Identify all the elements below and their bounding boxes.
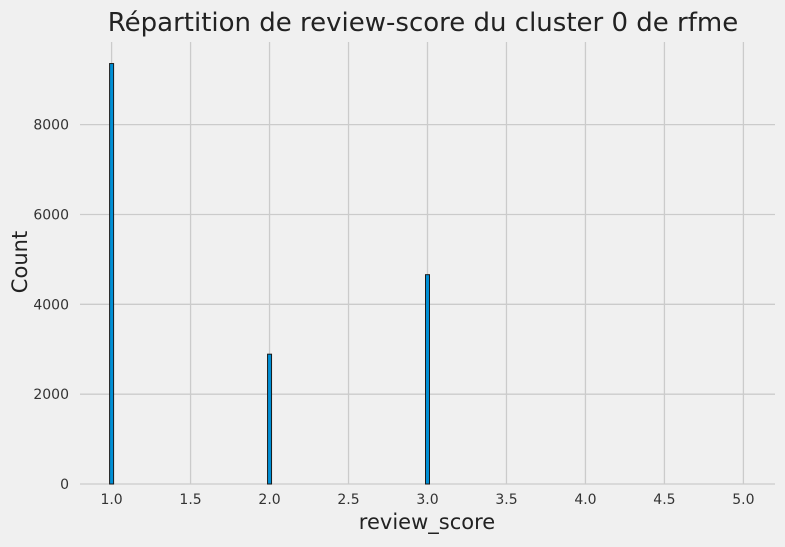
bars-layer xyxy=(109,63,430,485)
x-tick-label: 5.0 xyxy=(732,492,754,508)
grid-layer xyxy=(80,42,775,485)
histogram-bar xyxy=(425,274,430,485)
x-tick-label: 2.5 xyxy=(337,492,359,508)
x-tick-label: 1.0 xyxy=(100,492,122,508)
histogram-bar xyxy=(109,63,115,485)
y-axis-label: Count xyxy=(8,231,32,293)
y-tick-label: 4000 xyxy=(33,297,69,313)
histogram-bar xyxy=(267,353,273,485)
x-tick-label: 3.5 xyxy=(495,492,517,508)
x-tick-label: 3.0 xyxy=(416,492,438,508)
x-axis-label: review_score xyxy=(359,510,495,535)
y-tick-label: 2000 xyxy=(33,387,69,403)
y-tick-label: 0 xyxy=(60,477,69,493)
x-tick-label: 1.5 xyxy=(179,492,201,508)
ticks-layer: 1.0 1.5 2.0 2.5 3.0 3.5 4.0 4.5 5.0 0 2000 4000 6000… xyxy=(33,118,754,508)
y-tick-label: 8000 xyxy=(33,118,69,134)
x-tick-label: 4.0 xyxy=(574,492,596,508)
chart-title: Répartition de review-score du cluster 0… xyxy=(108,8,738,38)
y-tick-label: 6000 xyxy=(33,207,69,223)
x-tick-label: 4.5 xyxy=(653,492,675,508)
x-tick-label: 2.0 xyxy=(258,492,280,508)
